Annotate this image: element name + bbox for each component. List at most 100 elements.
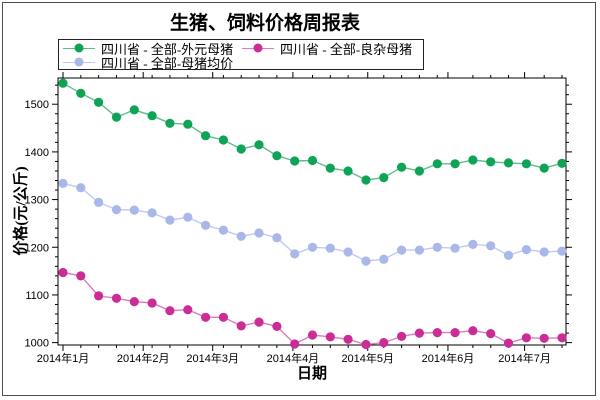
data-point — [557, 333, 567, 343]
data-point — [325, 243, 335, 253]
data-point — [414, 166, 424, 176]
data-point — [414, 245, 424, 255]
legend-entry-waiyuan: 四川省 - 全部-外元母猪 — [63, 41, 242, 57]
data-point — [557, 246, 567, 256]
data-point — [165, 118, 175, 128]
data-point — [183, 212, 193, 222]
data-point — [450, 328, 460, 338]
data-point — [361, 339, 371, 350]
data-point — [76, 88, 86, 98]
data-point — [111, 112, 122, 122]
data-point — [397, 162, 407, 172]
data-point — [290, 339, 300, 349]
data-point — [201, 312, 211, 322]
data-point — [290, 249, 300, 259]
data-point — [254, 317, 264, 327]
legend-entry-liangza: 四川省 - 全部-良杂母猪 — [242, 41, 421, 57]
svg-text:1200: 1200 — [25, 242, 49, 254]
data-point — [58, 178, 68, 188]
svg-text:1300: 1300 — [25, 195, 49, 207]
data-point — [201, 220, 211, 230]
x-axis-tick-labels: 2014年1月 2014年2月 2014年3月 2014年4月 2014年5月 2014年… — [37, 351, 551, 365]
data-point — [58, 267, 68, 278]
data-point — [129, 297, 139, 307]
data-point — [183, 305, 193, 315]
svg-text:2014年7月: 2014年7月 — [498, 351, 551, 365]
data-point — [397, 331, 407, 341]
data-point — [503, 158, 514, 168]
data-point — [343, 334, 353, 344]
data-point — [468, 326, 478, 336]
data-point — [521, 245, 532, 255]
data-point — [325, 163, 335, 173]
data-point — [414, 328, 424, 338]
svg-text:2014年4月: 2014年4月 — [267, 351, 320, 365]
data-point — [94, 197, 104, 207]
data-point — [94, 97, 104, 107]
svg-text:1100: 1100 — [25, 290, 49, 302]
data-point — [539, 163, 549, 173]
data-point — [557, 158, 567, 168]
data-point — [307, 242, 318, 252]
blue-line-marker-icon — [63, 57, 95, 67]
svg-text:2014年5月: 2014年5月 — [341, 351, 394, 365]
data-point — [486, 157, 496, 167]
data-point — [94, 291, 104, 301]
svg-text:1500: 1500 — [25, 99, 49, 111]
legend: 四川省 - 全部-外元母猪 四川省 - 全部-良杂母猪 四川省 - 全部-母猪均… — [58, 39, 424, 71]
data-point — [236, 231, 246, 241]
chart-title: 生猪、饲料价格周报表 — [169, 13, 361, 34]
data-point — [432, 328, 442, 338]
data-point — [343, 247, 353, 257]
series-2 — [58, 178, 567, 266]
green-line-marker-icon — [63, 43, 95, 53]
data-point — [450, 159, 460, 169]
data-point — [272, 321, 282, 331]
data-point — [129, 105, 139, 115]
data-point — [486, 241, 496, 251]
data-point — [503, 250, 514, 260]
data-point — [272, 151, 282, 161]
data-point — [432, 242, 442, 252]
svg-text:2014年2月: 2014年2月 — [117, 351, 170, 365]
data-point — [379, 338, 389, 348]
legend-entry-muzhu-junjia: 四川省 - 全部-母猪均价 — [63, 55, 242, 71]
data-point — [165, 215, 175, 225]
data-point — [343, 166, 353, 176]
data-point — [397, 245, 407, 255]
data-point — [58, 78, 68, 88]
y-axis-tick-labels: 1000 1100 1200 1300 1400 1500 — [25, 99, 49, 349]
data-point — [201, 131, 211, 141]
data-point — [521, 159, 532, 169]
data-point — [254, 228, 264, 238]
y-axis-ticks — [52, 84, 572, 344]
svg-text:2014年3月: 2014年3月 — [186, 351, 239, 365]
data-point — [468, 155, 478, 165]
data-point — [379, 254, 389, 264]
data-point — [503, 338, 514, 348]
data-point — [165, 306, 175, 316]
data-point — [218, 225, 228, 235]
data-point — [236, 321, 246, 331]
data-point — [379, 173, 389, 183]
data-point — [236, 144, 246, 154]
data-point — [183, 119, 193, 129]
series-1 — [58, 267, 567, 350]
data-point — [111, 205, 122, 215]
data-point — [468, 239, 478, 249]
data-point — [432, 159, 442, 169]
legend-label: 四川省 - 全部-母猪均价 — [101, 55, 234, 71]
data-point — [486, 329, 496, 339]
svg-text:1400: 1400 — [25, 147, 49, 159]
y-axis-title: 价格(元/公斤) — [13, 166, 30, 256]
data-point — [361, 175, 371, 185]
data-point — [325, 332, 335, 342]
magenta-line-marker-icon — [242, 43, 274, 53]
data-point — [254, 140, 264, 150]
data-point — [218, 312, 228, 322]
data-point — [218, 135, 228, 145]
data-point — [307, 155, 318, 166]
legend-label: 四川省 - 全部-良杂母猪 — [280, 41, 413, 57]
data-point — [539, 247, 549, 257]
